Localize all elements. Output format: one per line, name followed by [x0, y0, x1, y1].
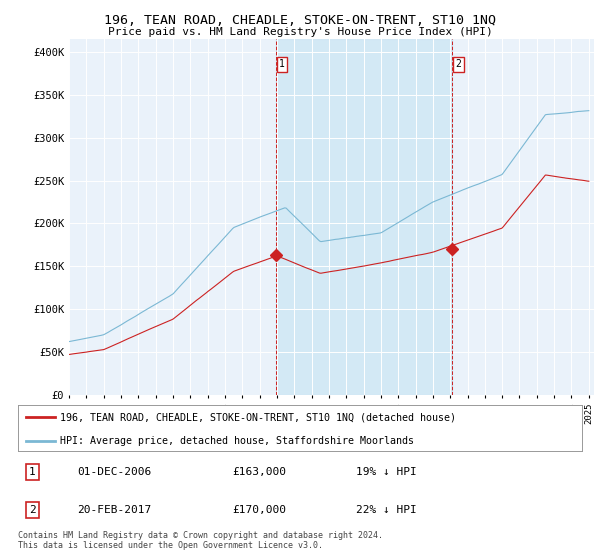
Text: 2: 2 — [456, 59, 461, 69]
Text: 22% ↓ HPI: 22% ↓ HPI — [356, 505, 417, 515]
Text: Price paid vs. HM Land Registry's House Price Index (HPI): Price paid vs. HM Land Registry's House … — [107, 27, 493, 37]
Text: Contains HM Land Registry data © Crown copyright and database right 2024.
This d: Contains HM Land Registry data © Crown c… — [18, 531, 383, 550]
Text: 2: 2 — [29, 505, 35, 515]
Text: £163,000: £163,000 — [232, 467, 286, 477]
Text: 20-FEB-2017: 20-FEB-2017 — [77, 505, 151, 515]
Text: 19% ↓ HPI: 19% ↓ HPI — [356, 467, 417, 477]
Text: £170,000: £170,000 — [232, 505, 286, 515]
Bar — [275, 39, 452, 395]
Text: HPI: Average price, detached house, Staffordshire Moorlands: HPI: Average price, detached house, Staf… — [60, 436, 415, 446]
Text: 01-DEC-2006: 01-DEC-2006 — [77, 467, 151, 477]
Text: 1: 1 — [279, 59, 285, 69]
Text: 1: 1 — [29, 467, 35, 477]
Text: 196, TEAN ROAD, CHEADLE, STOKE-ON-TRENT, ST10 1NQ (detached house): 196, TEAN ROAD, CHEADLE, STOKE-ON-TRENT,… — [60, 412, 457, 422]
Text: 196, TEAN ROAD, CHEADLE, STOKE-ON-TRENT, ST10 1NQ: 196, TEAN ROAD, CHEADLE, STOKE-ON-TRENT,… — [104, 14, 496, 27]
